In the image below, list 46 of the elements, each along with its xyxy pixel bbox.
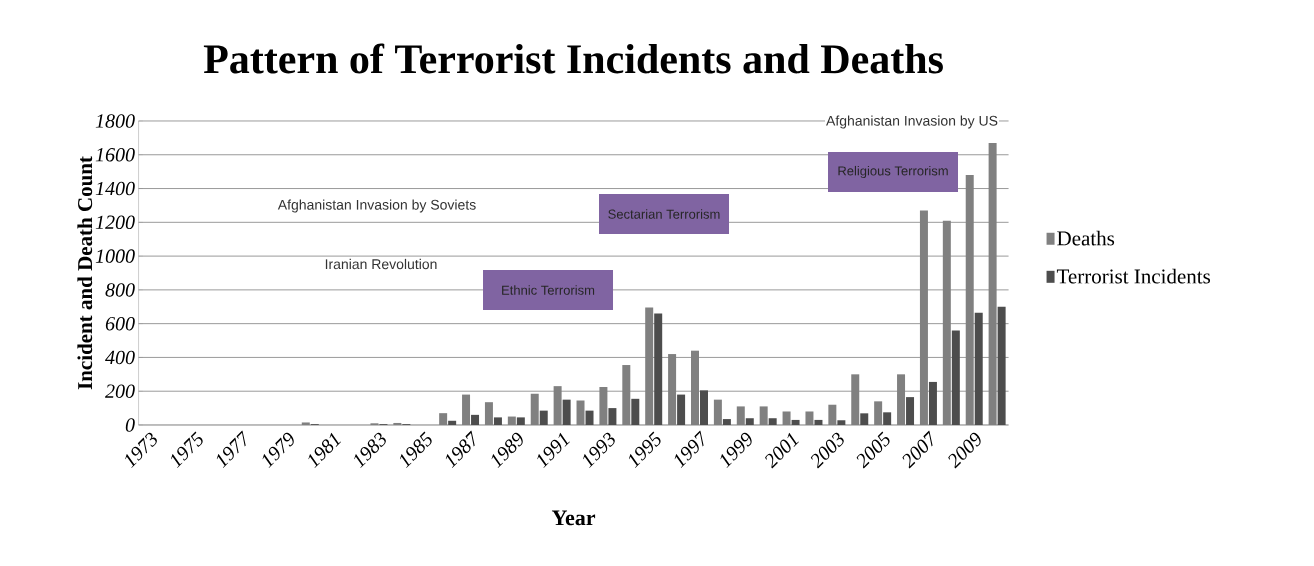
- y-tick-label: 1600: [95, 148, 135, 162]
- bar: [768, 418, 777, 425]
- y-tick-label: 1200: [95, 215, 135, 230]
- bar: [791, 419, 800, 425]
- bar: [562, 399, 571, 425]
- y-tick-label: 1800: [95, 114, 135, 128]
- bar: [631, 398, 640, 425]
- bar: [654, 313, 663, 425]
- bar: [814, 419, 823, 425]
- annotation: Afghanistan Invasion by US: [826, 115, 998, 129]
- bar: [471, 414, 480, 425]
- annotation: Iranian Revolution: [325, 258, 437, 270]
- annotation: Afghanistan Invasion by Soviets: [277, 199, 476, 213]
- y-tick-label: 1400: [95, 181, 135, 196]
- chart-title: Pattern of Terrorist Incidents and Deaths: [203, 43, 943, 74]
- bar: [448, 420, 457, 425]
- annotation: Sectarian Terrorism: [608, 209, 720, 219]
- bar: [539, 410, 548, 425]
- bar: [585, 410, 594, 425]
- legend-label: Deaths: [1057, 230, 1115, 246]
- y-tick-label: 800: [105, 283, 135, 297]
- y-tick-label: 1000: [95, 249, 135, 263]
- bar: [493, 417, 502, 425]
- legend-label: Terrorist Incidents: [1056, 268, 1211, 284]
- bar: [860, 413, 869, 425]
- bar: [928, 381, 937, 425]
- y-axis-title: Incident and Death Count: [77, 156, 93, 390]
- bar: [951, 330, 960, 425]
- bar: [722, 419, 731, 425]
- bar: [699, 390, 708, 425]
- y-tick-label: 600: [105, 316, 135, 331]
- bar: [837, 420, 846, 425]
- annotation: Religious Terrorism: [838, 165, 948, 179]
- annotation: Ethnic Terrorism: [502, 285, 595, 295]
- bar: [974, 312, 983, 425]
- bar: [745, 418, 754, 425]
- y-tick-label: 0: [125, 418, 135, 432]
- bar: [677, 394, 686, 425]
- y-tick-label: 200: [105, 384, 135, 398]
- bar: [516, 417, 525, 425]
- y-tick-label: 400: [105, 350, 135, 365]
- bar: [906, 397, 915, 425]
- bar: [883, 412, 892, 425]
- x-axis-title: Year: [551, 510, 596, 526]
- bar: [608, 408, 617, 425]
- bar: [997, 306, 1006, 425]
